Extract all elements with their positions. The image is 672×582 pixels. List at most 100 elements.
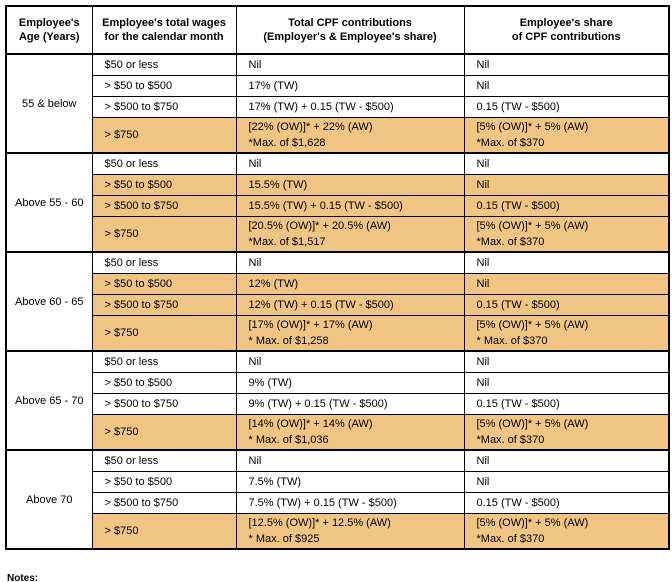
total-line2: *Max. of $1,628: [248, 136, 326, 149]
col-header-employee-share: Employee's share of CPF contributions: [463, 5, 670, 55]
share-line1: [5% (OW)]* + 5% (AW): [476, 318, 589, 331]
total-cell: 12% (TW) + 0.15 (TW - $500): [235, 293, 465, 316]
wage-cell: $50 or less: [91, 152, 237, 175]
total-line1: [17% (OW)]* + 17% (AW): [248, 318, 373, 331]
total-cell: [12.5% (OW)]* + 12.5% (AW) * Max. of $92…: [235, 512, 465, 550]
share-cell: [5% (OW)]* + 5% (AW) * Max. of $370: [463, 314, 670, 352]
table-row: Above 70 $50 or less Nil Nil: [5, 449, 670, 550]
total-cell: 15.5% (TW) + 0.15 (TW - $500): [235, 194, 465, 217]
table-row: > $50 to $500 17% (TW) Nil: [6, 74, 670, 97]
share-cell: 0.15 (TW - $500): [463, 194, 670, 217]
total-line2: *Max. of $1,517: [248, 235, 326, 248]
col-header-wages: Employee's total wages for the calendar …: [91, 5, 237, 55]
share-cell: Nil: [463, 74, 670, 97]
wage-cell: > $50 to $500: [91, 272, 237, 295]
wage-cell: $50 or less: [91, 350, 237, 373]
share-line1: [5% (OW)]* + 5% (AW): [476, 219, 589, 232]
total-cell: [22% (OW)]* + 22% (AW) *Max. of $1,628: [235, 116, 465, 154]
total-cell: [17% (OW)]* + 17% (AW) * Max. of $1,258: [235, 314, 465, 352]
share-cell: Nil: [463, 272, 670, 295]
total-cell: Nil: [235, 152, 465, 175]
share-line2: *Max. of $370: [476, 532, 545, 545]
share-cell: [5% (OW)]* + 5% (AW) *Max. of $370: [463, 512, 670, 550]
wage-cell: > $50 to $500: [91, 470, 237, 493]
wage-cell: > $750: [91, 215, 237, 253]
wage-cell: > $750: [91, 116, 237, 154]
table-row: > $750 [12.5% (OW)]* + 12.5% (AW) * Max.…: [6, 512, 670, 550]
wage-cell: > $500 to $750: [91, 392, 237, 415]
notes-label: Notes:: [7, 573, 39, 582]
total-cell: [20.5% (OW)]* + 20.5% (AW) *Max. of $1,5…: [235, 215, 465, 253]
wage-cell: > $500 to $750: [91, 95, 237, 118]
total-line2: * Max. of $1,258: [248, 334, 329, 347]
share-cell: 0.15 (TW - $500): [463, 491, 670, 514]
share-cell: 0.15 (TW - $500): [463, 392, 670, 415]
wage-cell: $50 or less: [91, 449, 237, 472]
age-cell: Above 60 - 65: [5, 251, 93, 352]
share-line2: *Max. of $370: [476, 136, 545, 149]
share-cell: Nil: [463, 53, 670, 76]
total-cell: 17% (TW) + 0.15 (TW - $500): [235, 95, 465, 118]
table-row: Above 60 - 65 $50 or less Nil Nil: [5, 251, 670, 352]
table-row: > $500 to $750 9% (TW) + 0.15 (TW - $500…: [6, 392, 670, 415]
table-header: Employee's Age (Years) Employee's total …: [5, 5, 670, 55]
share-line2: *Max. of $370: [476, 433, 545, 446]
table-row: > $500 to $750 15.5% (TW) + 0.15 (TW - $…: [6, 194, 670, 217]
total-line1: [12.5% (OW)]* + 12.5% (AW): [248, 516, 391, 529]
share-cell: 0.15 (TW - $500): [463, 293, 670, 316]
share-line2: * Max. of $370: [476, 334, 548, 347]
share-cell: Nil: [463, 470, 670, 493]
header-row: Employee's Age (Years) Employee's total …: [5, 5, 670, 55]
share-cell: Nil: [463, 350, 670, 373]
total-line1: [14% (OW)]* + 14% (AW): [248, 417, 373, 430]
wage-cell: > $500 to $750: [91, 293, 237, 316]
wage-cell: > $500 to $750: [91, 194, 237, 217]
col-header-total-cpf: Total CPF contributions (Employer's & Em…: [235, 5, 465, 55]
age-cell: Above 70: [5, 449, 93, 550]
wage-cell: > $750: [91, 413, 237, 451]
share-cell: Nil: [463, 449, 670, 472]
wage-cell: > $750: [91, 512, 237, 550]
table-row: 55 & below $50 or less Nil Nil: [5, 53, 670, 154]
share-cell: 0.15 (TW - $500): [463, 95, 670, 118]
total-line1: [20.5% (OW)]* + 20.5% (AW): [248, 219, 391, 232]
total-cell: 7.5% (TW) + 0.15 (TW - $500): [235, 491, 465, 514]
total-cell: 7.5% (TW): [235, 470, 465, 493]
wage-cell: > $50 to $500: [91, 371, 237, 394]
total-cell: 15.5% (TW): [235, 173, 465, 196]
table-row: > $750 [20.5% (OW)]* + 20.5% (AW) *Max. …: [6, 215, 670, 253]
total-cell: Nil: [235, 449, 465, 472]
total-line1: [22% (OW)]* + 22% (AW): [248, 120, 373, 133]
age-cell: Above 65 - 70: [5, 350, 93, 451]
table-row: > $500 to $750 12% (TW) + 0.15 (TW - $50…: [6, 293, 670, 316]
share-cell: Nil: [463, 371, 670, 394]
wage-cell: > $500 to $750: [91, 491, 237, 514]
total-line2: * Max. of $1,036: [248, 433, 329, 446]
share-line1: [5% (OW)]* + 5% (AW): [476, 120, 589, 133]
table-row: > $500 to $750 7.5% (TW) + 0.15 (TW - $5…: [6, 491, 670, 514]
table-row: > $50 to $500 12% (TW) Nil: [6, 272, 670, 295]
share-cell: Nil: [463, 251, 670, 274]
total-cell: Nil: [235, 350, 465, 373]
table-row: > $750 [14% (OW)]* + 14% (AW) * Max. of …: [6, 413, 670, 451]
table-row: > $750 [17% (OW)]* + 17% (AW) * Max. of …: [6, 314, 670, 352]
total-cell: Nil: [235, 53, 465, 76]
age-cell: Above 55 - 60: [5, 152, 93, 253]
cpf-contribution-table: Employee's Age (Years) Employee's total …: [5, 5, 670, 550]
share-cell: [5% (OW)]* + 5% (AW) *Max. of $370: [463, 215, 670, 253]
share-cell: Nil: [463, 173, 670, 196]
wage-cell: $50 or less: [91, 251, 237, 274]
table-row: Above 65 - 70 $50 or less Nil Nil: [5, 350, 670, 451]
wage-cell: > $50 to $500: [91, 74, 237, 97]
total-line2: * Max. of $925: [248, 532, 320, 545]
share-line1: [5% (OW)]* + 5% (AW): [476, 516, 589, 529]
share-line1: [5% (OW)]* + 5% (AW): [476, 417, 589, 430]
table-row: > $500 to $750 17% (TW) + 0.15 (TW - $50…: [6, 95, 670, 118]
total-cell: 17% (TW): [235, 74, 465, 97]
total-cell: [14% (OW)]* + 14% (AW) * Max. of $1,036: [235, 413, 465, 451]
share-cell: [5% (OW)]* + 5% (AW) *Max. of $370: [463, 413, 670, 451]
total-cell: 9% (TW) + 0.15 (TW - $500): [235, 392, 465, 415]
wage-cell: > $750: [91, 314, 237, 352]
table-row: > $50 to $500 7.5% (TW) Nil: [6, 470, 670, 493]
table-row: > $750 [22% (OW)]* + 22% (AW) *Max. of $…: [6, 116, 670, 154]
